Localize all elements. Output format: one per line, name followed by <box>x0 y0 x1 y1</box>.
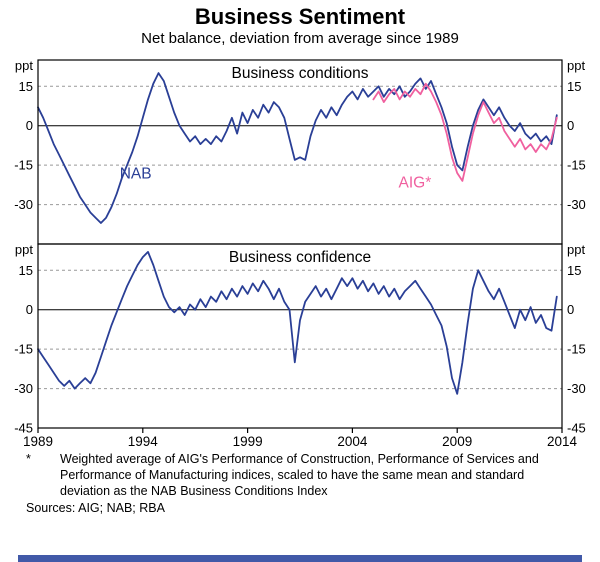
panel-title: Business confidence <box>229 249 371 266</box>
unit-label-right: ppt <box>567 58 585 73</box>
x-tick-label: 2009 <box>442 434 472 448</box>
page-title: Business Sentiment <box>194 4 406 29</box>
sources-line: Sources: AIG; NAB; RBA <box>26 501 165 516</box>
y-tick-label-left: -15 <box>14 342 33 357</box>
y-tick-label-left: 0 <box>26 119 33 134</box>
x-tick-label: 2014 <box>547 434 578 448</box>
panel-border <box>37 243 563 429</box>
series-label-nab: NAB <box>120 166 152 183</box>
series-line-nab <box>37 72 558 225</box>
series-label-aig: AIG* <box>399 175 432 192</box>
panel-border <box>37 59 563 245</box>
y-tick-label-right: -45 <box>567 421 586 436</box>
y-tick-label-right: 0 <box>567 119 574 134</box>
y-tick-label-right: -15 <box>567 158 586 173</box>
y-tick-label-right: -15 <box>567 342 586 357</box>
footnote-text: Weighted average of AIG's Performance of… <box>60 452 539 499</box>
footer-bar <box>18 555 582 562</box>
y-tick-label-left: -45 <box>14 421 33 436</box>
x-tick-label: 1994 <box>128 434 159 448</box>
y-tick-label-right: -30 <box>567 381 586 396</box>
unit-label-left: ppt <box>15 58 33 73</box>
footnote: * Weighted average of AIG's Performance … <box>0 448 600 499</box>
panel-title: Business conditions <box>232 65 369 82</box>
y-tick-label-left: -30 <box>14 197 33 212</box>
y-tick-label-left: -30 <box>14 381 33 396</box>
y-tick-label-left: -15 <box>14 158 33 173</box>
y-tick-label-right: 15 <box>567 263 581 278</box>
panel-business-conditions: 15 15 0 0 -15 -15 -30 -30 ppt ppt Business conditi… <box>14 58 586 245</box>
footnote-marker: * <box>26 452 31 467</box>
y-tick-label-left: 15 <box>19 263 33 278</box>
x-tick-label: 2004 <box>337 434 368 448</box>
series-line-nab <box>37 251 558 395</box>
x-tick-label: 1999 <box>233 434 263 448</box>
x-tick-label: 1989 <box>23 434 53 448</box>
y-tick-label-right: 15 <box>567 79 581 94</box>
unit-label-left: ppt <box>15 242 33 257</box>
y-tick-label-left: 0 <box>26 303 33 318</box>
series-line-aig <box>372 83 558 183</box>
y-tick-label-right: 0 <box>567 303 574 318</box>
y-tick-label-right: -30 <box>567 197 586 212</box>
business-sentiment-chart: 15 15 0 0 -15 -15 -30 -30 ppt ppt Business conditi… <box>14 58 586 448</box>
unit-label-right: ppt <box>567 242 585 257</box>
page-subtitle: Net balance, deviation from average sinc… <box>141 30 459 48</box>
panel-business-confidence: 15 15 0 0 -15 -15 -30 -30 -45 -45 ppt ppt Business c… <box>14 242 586 436</box>
y-tick-label-left: 15 <box>19 79 33 94</box>
